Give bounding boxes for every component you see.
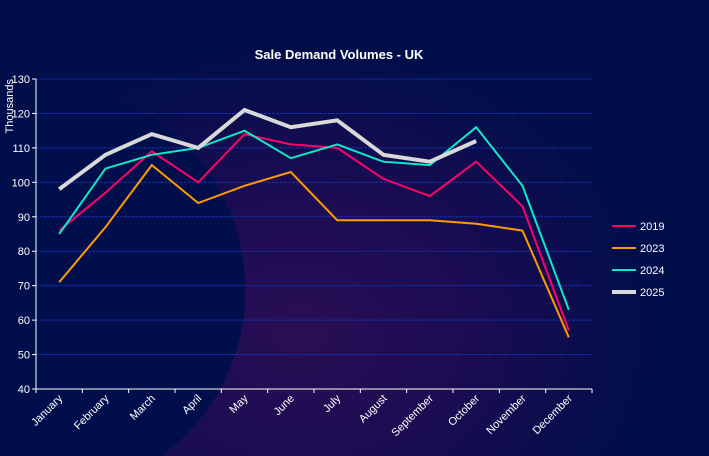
legend-label-2024: 2024 xyxy=(640,265,664,277)
legend-label-2025: 2025 xyxy=(640,287,664,299)
series-line-2023 xyxy=(58,163,570,338)
x-tick-label: May xyxy=(227,392,251,416)
x-tick-label: January xyxy=(29,392,66,429)
x-tick-label: September xyxy=(389,392,436,439)
x-tick-label: November xyxy=(484,392,529,437)
y-tick-label: 90 xyxy=(18,212,30,224)
y-tick-label: 80 xyxy=(18,246,30,258)
x-tick-label: August xyxy=(357,393,390,426)
y-tick-label: 100 xyxy=(12,177,30,189)
x-tick-label: December xyxy=(531,392,576,437)
y-tick-label: 50 xyxy=(18,350,30,362)
x-tick-label: June xyxy=(272,393,297,418)
y-tick-label: 130 xyxy=(12,74,30,86)
x-tick-label: February xyxy=(72,392,112,432)
x-tick-label: April xyxy=(180,393,204,417)
series-line-2019 xyxy=(58,133,570,331)
y-tick-label: 40 xyxy=(18,384,30,396)
chart-title: Sale Demand Volumes - UK xyxy=(255,47,424,62)
legend-label-2019: 2019 xyxy=(640,221,664,233)
x-tick-label: March xyxy=(128,393,158,423)
series-line-2025 xyxy=(58,107,478,191)
y-tick-label: 110 xyxy=(12,143,30,155)
y-tick-label: 120 xyxy=(12,108,30,120)
y-tick-label: 60 xyxy=(18,315,30,327)
y-tick-label: 70 xyxy=(18,281,30,293)
legend-label-2023: 2023 xyxy=(640,243,664,255)
x-tick-label: July xyxy=(321,392,344,415)
y-axis-label: Thousands xyxy=(4,79,16,134)
series-line-2024 xyxy=(58,125,570,311)
x-tick-label: October xyxy=(446,392,482,428)
